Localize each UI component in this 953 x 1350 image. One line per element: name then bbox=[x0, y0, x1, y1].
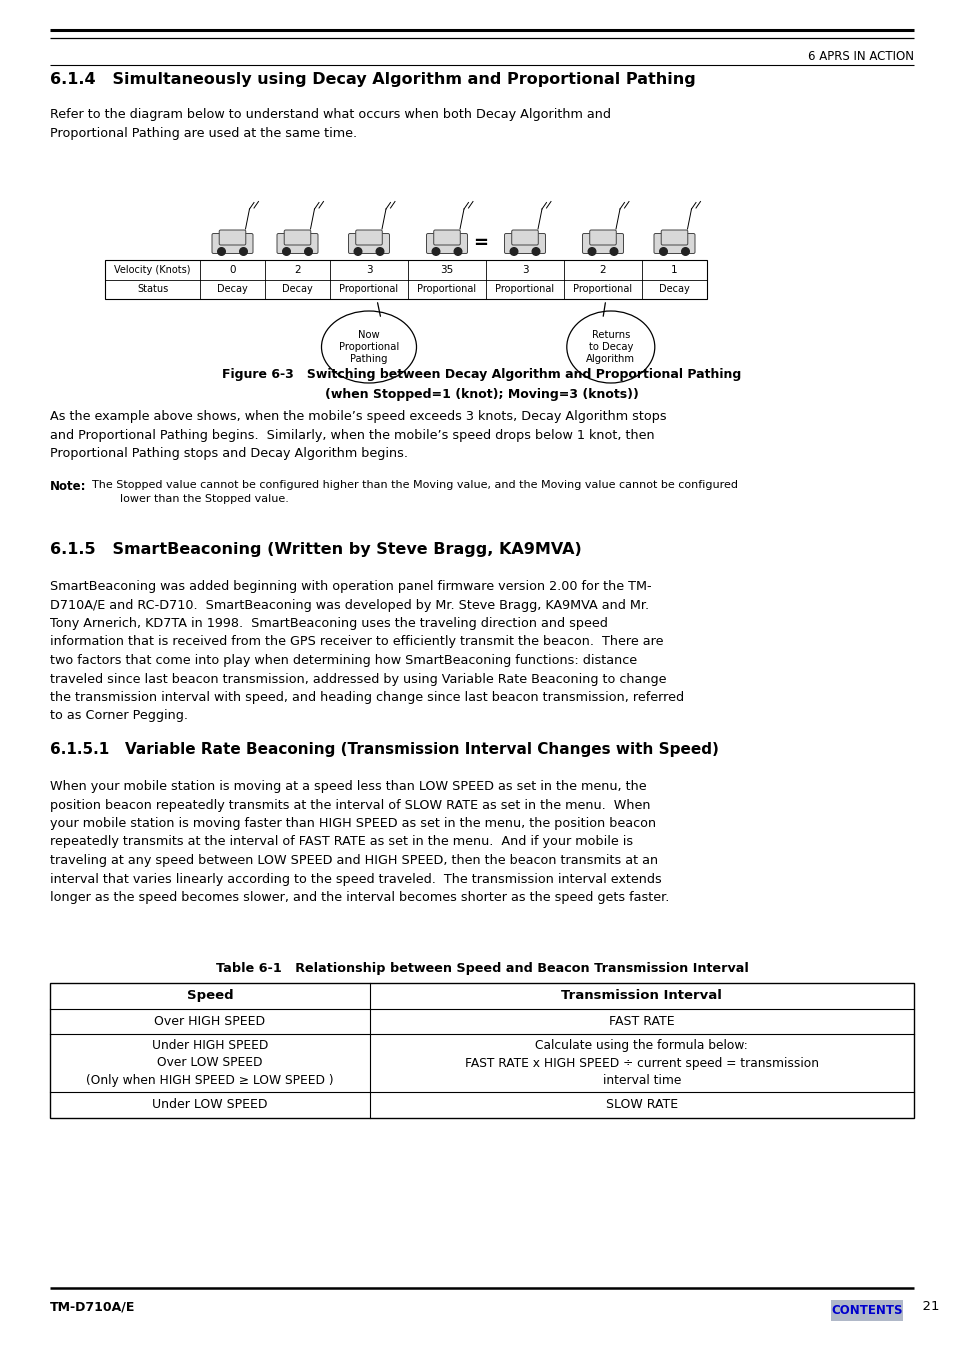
FancyBboxPatch shape bbox=[348, 234, 389, 254]
Text: 6 APRS IN ACTION: 6 APRS IN ACTION bbox=[807, 50, 913, 63]
Ellipse shape bbox=[321, 310, 416, 383]
Circle shape bbox=[432, 247, 439, 255]
Text: Status: Status bbox=[136, 285, 168, 294]
Text: 1: 1 bbox=[671, 265, 677, 275]
Circle shape bbox=[532, 247, 539, 255]
Circle shape bbox=[659, 247, 666, 255]
Text: CONTENTS: CONTENTS bbox=[830, 1304, 902, 1318]
Text: 6.1.5   SmartBeaconing (Written by Steve Bragg, KA9MVA): 6.1.5 SmartBeaconing (Written by Steve B… bbox=[50, 541, 581, 558]
Text: The Stopped value cannot be configured higher than the Moving value, and the Mov: The Stopped value cannot be configured h… bbox=[91, 481, 738, 504]
Circle shape bbox=[681, 247, 689, 255]
Text: 21: 21 bbox=[913, 1300, 939, 1314]
FancyBboxPatch shape bbox=[504, 234, 545, 254]
Text: Figure 6-3   Switching between Decay Algorithm and Proportional Pathing: Figure 6-3 Switching between Decay Algor… bbox=[222, 369, 740, 381]
Text: As the example above shows, when the mobile’s speed exceeds 3 knots, Decay Algor: As the example above shows, when the mob… bbox=[50, 410, 666, 460]
Text: Decay: Decay bbox=[282, 285, 313, 294]
FancyBboxPatch shape bbox=[654, 234, 695, 254]
FancyBboxPatch shape bbox=[511, 230, 537, 244]
Text: Note:: Note: bbox=[50, 481, 87, 493]
Ellipse shape bbox=[566, 310, 654, 383]
Circle shape bbox=[217, 247, 225, 255]
Text: 6.1.5.1   Variable Rate Beaconing (Transmission Interval Changes with Speed): 6.1.5.1 Variable Rate Beaconing (Transmi… bbox=[50, 743, 719, 757]
Text: 3: 3 bbox=[521, 265, 528, 275]
Circle shape bbox=[282, 247, 290, 255]
Circle shape bbox=[304, 247, 312, 255]
Text: =: = bbox=[473, 235, 488, 252]
Bar bbox=[105, 261, 706, 298]
Circle shape bbox=[588, 247, 596, 255]
Circle shape bbox=[354, 247, 361, 255]
Text: Under HIGH SPEED
Over LOW SPEED
(Only when HIGH SPEED ≥ LOW SPEED ): Under HIGH SPEED Over LOW SPEED (Only wh… bbox=[86, 1040, 334, 1087]
Text: Table 6-1   Relationship between Speed and Beacon Transmission Interval: Table 6-1 Relationship between Speed and… bbox=[215, 963, 748, 975]
Text: Decay: Decay bbox=[217, 285, 248, 294]
Text: Proportional: Proportional bbox=[417, 285, 476, 294]
FancyBboxPatch shape bbox=[434, 230, 459, 244]
FancyBboxPatch shape bbox=[355, 230, 382, 244]
Text: 2: 2 bbox=[599, 265, 606, 275]
Text: When your mobile station is moving at a speed less than LOW SPEED as set in the : When your mobile station is moving at a … bbox=[50, 780, 669, 905]
Bar bbox=[830, 1300, 902, 1322]
Circle shape bbox=[239, 247, 247, 255]
Text: 35: 35 bbox=[440, 265, 453, 275]
FancyBboxPatch shape bbox=[284, 230, 311, 244]
Text: 0: 0 bbox=[229, 265, 235, 275]
Text: Returns
to Decay
Algorithm: Returns to Decay Algorithm bbox=[586, 329, 635, 364]
Text: Proportional: Proportional bbox=[573, 285, 632, 294]
FancyBboxPatch shape bbox=[660, 230, 687, 244]
Text: FAST RATE: FAST RATE bbox=[608, 1015, 674, 1027]
Bar bbox=[50, 983, 913, 1118]
Text: 6.1.4   Simultaneously using Decay Algorithm and Proportional Pathing: 6.1.4 Simultaneously using Decay Algorit… bbox=[50, 72, 695, 86]
Text: SmartBeaconing was added beginning with operation panel firmware version 2.00 fo: SmartBeaconing was added beginning with … bbox=[50, 580, 683, 722]
Text: Decay: Decay bbox=[659, 285, 689, 294]
Text: Under LOW SPEED: Under LOW SPEED bbox=[152, 1099, 267, 1111]
Text: Refer to the diagram below to understand what occurs when both Decay Algorithm a: Refer to the diagram below to understand… bbox=[50, 108, 610, 139]
FancyBboxPatch shape bbox=[212, 234, 253, 254]
Circle shape bbox=[454, 247, 461, 255]
Text: TM-D710A/E: TM-D710A/E bbox=[50, 1300, 135, 1314]
Text: 3: 3 bbox=[365, 265, 372, 275]
Text: 2: 2 bbox=[294, 265, 300, 275]
FancyBboxPatch shape bbox=[426, 234, 467, 254]
Circle shape bbox=[375, 247, 383, 255]
Text: Over HIGH SPEED: Over HIGH SPEED bbox=[154, 1015, 265, 1027]
FancyBboxPatch shape bbox=[276, 234, 317, 254]
FancyBboxPatch shape bbox=[219, 230, 246, 244]
Text: Calculate using the formula below:
FAST RATE x HIGH SPEED ÷ current speed = tran: Calculate using the formula below: FAST … bbox=[464, 1040, 818, 1087]
FancyBboxPatch shape bbox=[582, 234, 623, 254]
FancyBboxPatch shape bbox=[589, 230, 616, 244]
Text: Proportional: Proportional bbox=[495, 285, 554, 294]
Text: Now
Proportional
Pathing: Now Proportional Pathing bbox=[338, 329, 398, 364]
Text: Speed: Speed bbox=[187, 990, 233, 1002]
Text: Transmission Interval: Transmission Interval bbox=[560, 990, 721, 1002]
Circle shape bbox=[610, 247, 618, 255]
Text: SLOW RATE: SLOW RATE bbox=[605, 1099, 678, 1111]
Circle shape bbox=[510, 247, 517, 255]
Text: Velocity (Knots): Velocity (Knots) bbox=[114, 265, 191, 275]
Text: (when Stopped=1 (knot); Moving=3 (knots)): (when Stopped=1 (knot); Moving=3 (knots)… bbox=[325, 387, 639, 401]
Text: Proportional: Proportional bbox=[339, 285, 398, 294]
